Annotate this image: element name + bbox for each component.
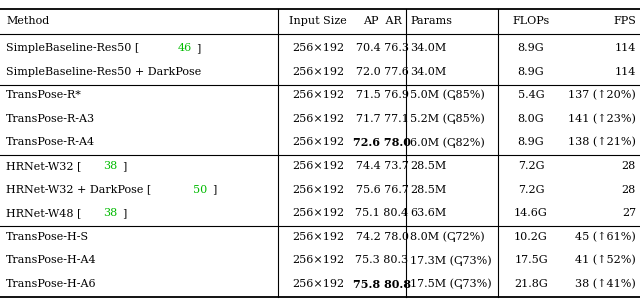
Text: 17.5M (ↅ73%): 17.5M (ↅ73%) [410, 279, 492, 289]
Text: 17.3M (ↅ73%): 17.3M (ↅ73%) [410, 255, 492, 266]
Text: 70.4 76.3: 70.4 76.3 [355, 43, 408, 53]
Text: 256×192: 256×192 [292, 67, 344, 76]
Text: 10.2G: 10.2G [514, 232, 548, 242]
Text: 256×192: 256×192 [292, 208, 344, 218]
Text: 21.8G: 21.8G [514, 279, 548, 289]
Text: SimpleBaseline-Res50 [: SimpleBaseline-Res50 [ [6, 43, 140, 53]
Text: 256×192: 256×192 [292, 43, 344, 53]
Text: TransPose-H-S: TransPose-H-S [6, 232, 89, 242]
Text: 256×192: 256×192 [292, 256, 344, 265]
Text: 72.6 78.0: 72.6 78.0 [353, 137, 411, 148]
Text: 71.5 76.9: 71.5 76.9 [355, 90, 408, 100]
Text: 75.8 80.8: 75.8 80.8 [353, 278, 411, 290]
Text: ]: ] [122, 161, 126, 171]
Text: 75.3 80.3: 75.3 80.3 [355, 256, 408, 265]
Text: 8.0G: 8.0G [518, 114, 544, 124]
Text: 7.2G: 7.2G [518, 161, 544, 171]
Text: 256×192: 256×192 [292, 90, 344, 100]
Text: 256×192: 256×192 [292, 185, 344, 194]
Text: 8.9G: 8.9G [518, 137, 544, 147]
Text: Params: Params [410, 16, 452, 26]
Text: FLOPs: FLOPs [513, 16, 550, 26]
Text: 5.0M (ↅ85%): 5.0M (ↅ85%) [410, 90, 484, 101]
Text: 256×192: 256×192 [292, 279, 344, 289]
Text: 63.6M: 63.6M [410, 208, 446, 218]
Text: 7.2G: 7.2G [518, 185, 544, 194]
Text: 50: 50 [193, 185, 207, 194]
Text: 71.7 77.1: 71.7 77.1 [356, 114, 408, 124]
Text: 6.0M (ↅ82%): 6.0M (ↅ82%) [410, 137, 484, 148]
Text: 34.0M: 34.0M [410, 67, 446, 76]
Text: HRNet-W48 [: HRNet-W48 [ [6, 208, 81, 218]
Text: 38 (↑41%): 38 (↑41%) [575, 279, 636, 289]
Text: FPS: FPS [613, 16, 636, 26]
Text: 114: 114 [614, 67, 636, 76]
Text: 5.2M (ↅ85%): 5.2M (ↅ85%) [410, 113, 484, 124]
Text: 74.2 78.0: 74.2 78.0 [355, 232, 408, 242]
Text: 72.0 77.6: 72.0 77.6 [356, 67, 408, 76]
Text: 74.4 73.7: 74.4 73.7 [356, 161, 408, 171]
Text: HRNet-W32 [: HRNet-W32 [ [6, 161, 81, 171]
Text: ]: ] [122, 208, 126, 218]
Text: 28.5M: 28.5M [410, 185, 446, 194]
Text: SimpleBaseline-Res50 + DarkPose: SimpleBaseline-Res50 + DarkPose [6, 67, 201, 76]
Text: TransPose-H-A6: TransPose-H-A6 [6, 279, 97, 289]
Text: 41 (↑52%): 41 (↑52%) [575, 255, 636, 265]
Text: 114: 114 [614, 43, 636, 53]
Text: 8.0M (ↅ72%): 8.0M (ↅ72%) [410, 231, 484, 242]
Text: 137 (↑20%): 137 (↑20%) [568, 90, 636, 100]
Text: 256×192: 256×192 [292, 232, 344, 242]
Text: 45 (↑61%): 45 (↑61%) [575, 232, 636, 242]
Text: 256×192: 256×192 [292, 161, 344, 171]
Text: 5.4G: 5.4G [518, 90, 544, 100]
Text: TransPose-R*: TransPose-R* [6, 90, 82, 100]
Text: 27: 27 [622, 208, 636, 218]
Text: AP  AR: AP AR [363, 16, 401, 26]
Text: 141 (↑23%): 141 (↑23%) [568, 113, 636, 124]
Text: 8.9G: 8.9G [518, 43, 544, 53]
Text: 138 (↑21%): 138 (↑21%) [568, 137, 636, 147]
Text: 46: 46 [178, 43, 192, 53]
Text: 75.1 80.4: 75.1 80.4 [355, 208, 408, 218]
Text: 14.6G: 14.6G [514, 208, 548, 218]
Text: 34.0M: 34.0M [410, 43, 446, 53]
Text: 256×192: 256×192 [292, 114, 344, 124]
Text: TransPose-R-A3: TransPose-R-A3 [6, 114, 95, 124]
Text: ]: ] [212, 185, 216, 194]
Text: 28: 28 [621, 161, 636, 171]
Text: Method: Method [6, 16, 49, 26]
Text: 28: 28 [621, 185, 636, 194]
Text: 38: 38 [103, 161, 118, 171]
Text: Input Size: Input Size [289, 16, 347, 26]
Text: 75.6 76.7: 75.6 76.7 [356, 185, 408, 194]
Text: TransPose-R-A4: TransPose-R-A4 [6, 137, 95, 147]
Text: HRNet-W32 + DarkPose [: HRNet-W32 + DarkPose [ [6, 185, 151, 194]
Text: TransPose-H-A4: TransPose-H-A4 [6, 256, 97, 265]
Text: ]: ] [196, 43, 201, 53]
Text: 256×192: 256×192 [292, 137, 344, 147]
Text: 38: 38 [103, 208, 118, 218]
Text: 8.9G: 8.9G [518, 67, 544, 76]
Text: 28.5M: 28.5M [410, 161, 446, 171]
Text: 17.5G: 17.5G [514, 256, 548, 265]
